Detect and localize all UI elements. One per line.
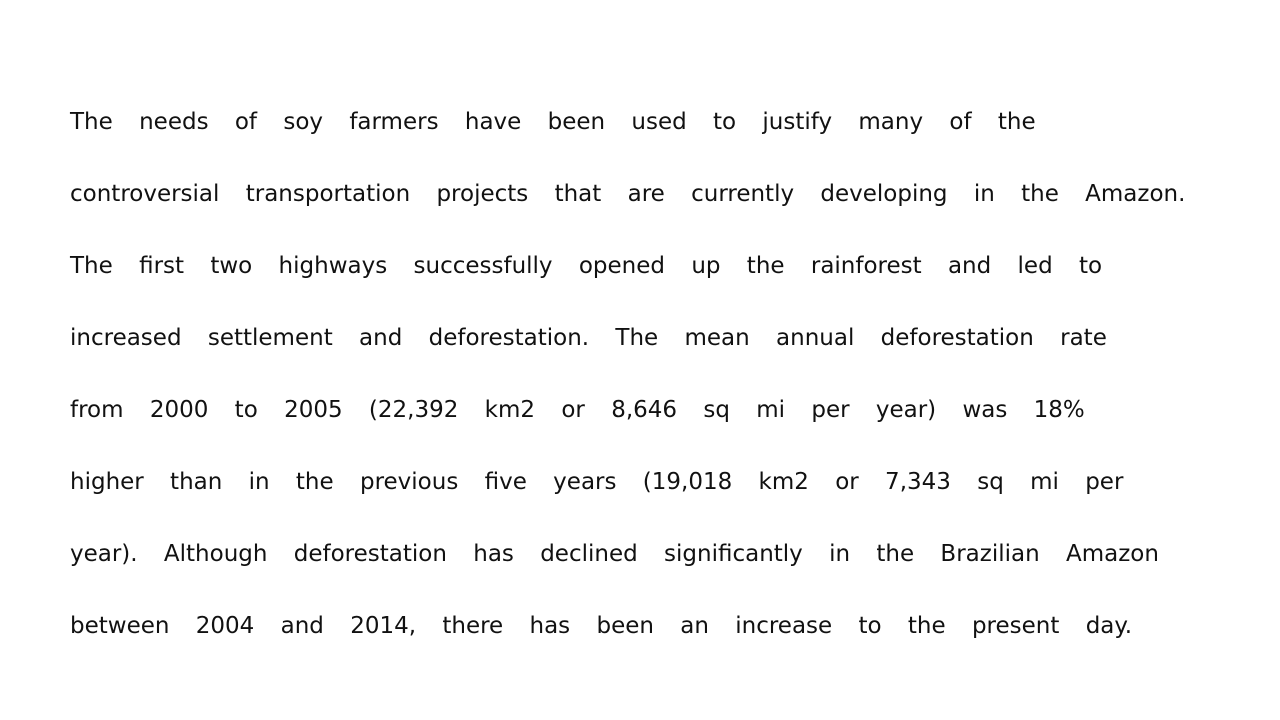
- text-line-5: from 2000 to 2005 (22,392 km2 or 8,646 s…: [70, 397, 1085, 423]
- document-body: The needs of soy farmers have been used …: [70, 104, 1250, 680]
- text-line-8: between 2004 and 2014, there has been an…: [70, 613, 1133, 639]
- text-line-4: increased settlement and deforestation. …: [70, 325, 1107, 351]
- text-line-3: The first two highways successfully open…: [70, 253, 1103, 279]
- text-line-7: year). Although deforestation has declin…: [70, 541, 1159, 567]
- text-line-2: controversial transportation projects th…: [70, 181, 1186, 207]
- text-line-6: higher than in the previous five years (…: [70, 469, 1124, 495]
- text-line-1: The needs of soy farmers have been used …: [70, 109, 1036, 135]
